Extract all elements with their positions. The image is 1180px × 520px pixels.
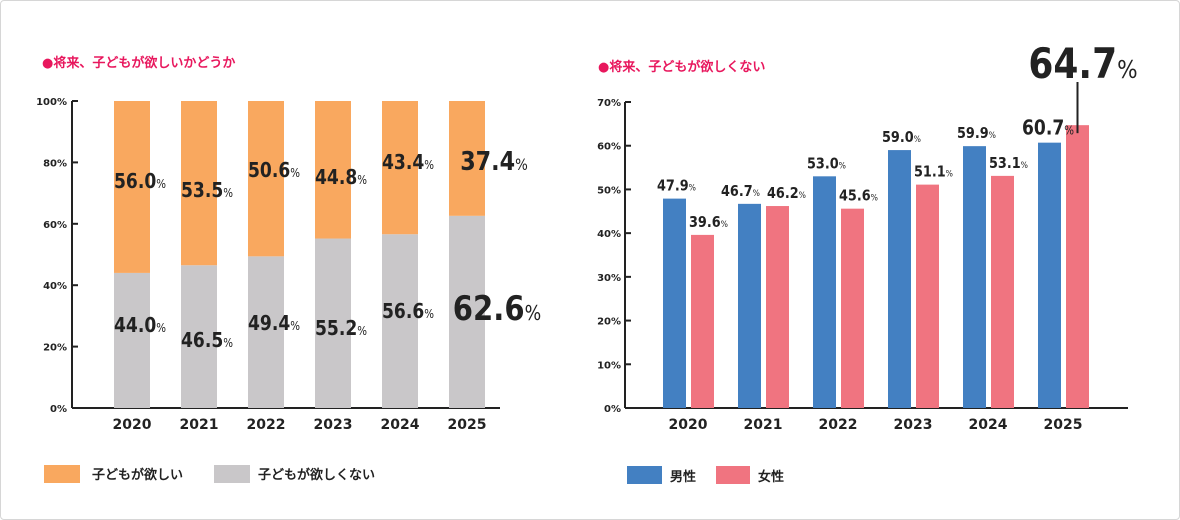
data-label-male: 47.9% — [657, 177, 696, 195]
x-tick-label: 2023 — [314, 417, 353, 433]
data-label-female: 39.6% — [689, 213, 728, 231]
legend-swatch-female — [716, 466, 750, 484]
data-label-male: 46.7% — [721, 182, 760, 200]
data-label-not-want: 55.2% — [315, 316, 367, 340]
x-tick-label: 2024 — [381, 417, 420, 433]
bar-male-2022 — [813, 176, 836, 408]
y-tick-label: 20% — [43, 343, 67, 354]
bar-female-2021 — [766, 206, 789, 408]
data-label-male: 60.7% — [1022, 116, 1074, 140]
bar-female-2024 — [991, 175, 1014, 408]
x-tick-label: 2021 — [744, 417, 783, 433]
y-tick-label: 100% — [36, 97, 67, 108]
legend-swatch-want — [44, 465, 80, 483]
legend-label-not-want: 子どもが欲しくない — [258, 467, 375, 483]
data-label-want: 44.8% — [315, 165, 367, 189]
x-tick-label: 2022 — [819, 417, 858, 433]
bar-want-2025 — [449, 101, 485, 216]
data-label-not-want: 62.6% — [453, 289, 541, 329]
x-tick-label: 2024 — [969, 417, 1008, 433]
x-tick-label: 2025 — [1044, 417, 1083, 433]
y-tick-label: 60% — [43, 220, 67, 231]
y-tick-label: 20% — [597, 317, 621, 328]
data-label-female: 51.1% — [914, 163, 953, 181]
x-tick-label: 2025 — [448, 417, 487, 433]
bar-not-want-2025 — [449, 215, 485, 408]
data-label-want: 50.6% — [248, 158, 300, 182]
data-label-female: 45.6% — [839, 187, 878, 205]
data-label-female: 46.2% — [767, 184, 806, 202]
y-tick-label: 40% — [597, 229, 621, 240]
chart-title: ●将来、子どもが欲しいかどうか — [42, 55, 235, 71]
data-label-male: 53.0% — [807, 154, 846, 172]
bar-want-2023 — [315, 101, 351, 239]
data-label-male: 59.0% — [882, 128, 921, 146]
y-tick-label: 60% — [597, 142, 621, 153]
bar-female-2022 — [841, 208, 864, 408]
y-tick-label: 30% — [597, 273, 621, 284]
data-label-male: 59.9% — [957, 124, 996, 142]
bar-female-2020 — [691, 234, 714, 408]
chart-title: ●将来、子どもが欲しくない — [598, 59, 765, 75]
legend-label-male: 男性 — [670, 469, 696, 485]
legend-swatch-not-want — [214, 465, 250, 483]
data-label-want: 37.4% — [460, 147, 528, 177]
bar-male-2021 — [738, 203, 761, 408]
data-label-not-want: 49.4% — [248, 311, 300, 335]
y-tick-label: 80% — [43, 158, 67, 169]
x-tick-label: 2020 — [113, 417, 152, 433]
y-tick-label: 70% — [597, 98, 621, 109]
bar-not-want-2022 — [248, 256, 284, 408]
bar-not-want-2023 — [315, 238, 351, 408]
x-tick-label: 2020 — [669, 417, 708, 433]
y-tick-label: 0% — [604, 404, 621, 415]
y-tick-label: 10% — [597, 360, 621, 371]
bar-want-2021 — [181, 101, 217, 266]
x-tick-label: 2021 — [180, 417, 219, 433]
bar-not-want-2020 — [114, 272, 150, 408]
bar-want-2024 — [382, 101, 418, 235]
bar-not-want-2021 — [181, 265, 217, 408]
bar-want-2022 — [248, 101, 284, 257]
bar-male-2024 — [963, 146, 986, 408]
legend-label-female: 女性 — [758, 469, 784, 485]
bar-female-2025 — [1066, 125, 1089, 408]
data-label-want: 43.4% — [382, 150, 434, 174]
x-tick-label: 2022 — [247, 417, 286, 433]
bar-female-2023 — [916, 184, 939, 408]
data-label-not-want: 46.5% — [181, 328, 233, 352]
data-label-want: 53.5% — [181, 178, 233, 202]
bar-male-2020 — [663, 198, 686, 408]
data-label-not-want: 44.0% — [114, 313, 166, 337]
y-tick-label: 40% — [43, 281, 67, 292]
data-label-female: 53.1% — [989, 154, 1028, 172]
legend-swatch-male — [627, 466, 662, 484]
bar-want-2020 — [114, 101, 150, 273]
y-tick-label: 0% — [50, 404, 67, 415]
data-label-want: 56.0% — [114, 169, 166, 193]
legend-label-want: 子どもが欲しい — [92, 467, 183, 483]
data-label-female-highlight: 64.7% — [1028, 39, 1137, 88]
bar-male-2025 — [1038, 142, 1061, 408]
bar-male-2023 — [888, 150, 911, 409]
x-tick-label: 2023 — [894, 417, 933, 433]
data-label-not-want: 56.6% — [382, 299, 434, 323]
bar-not-want-2024 — [382, 234, 418, 408]
y-tick-label: 50% — [597, 185, 621, 196]
